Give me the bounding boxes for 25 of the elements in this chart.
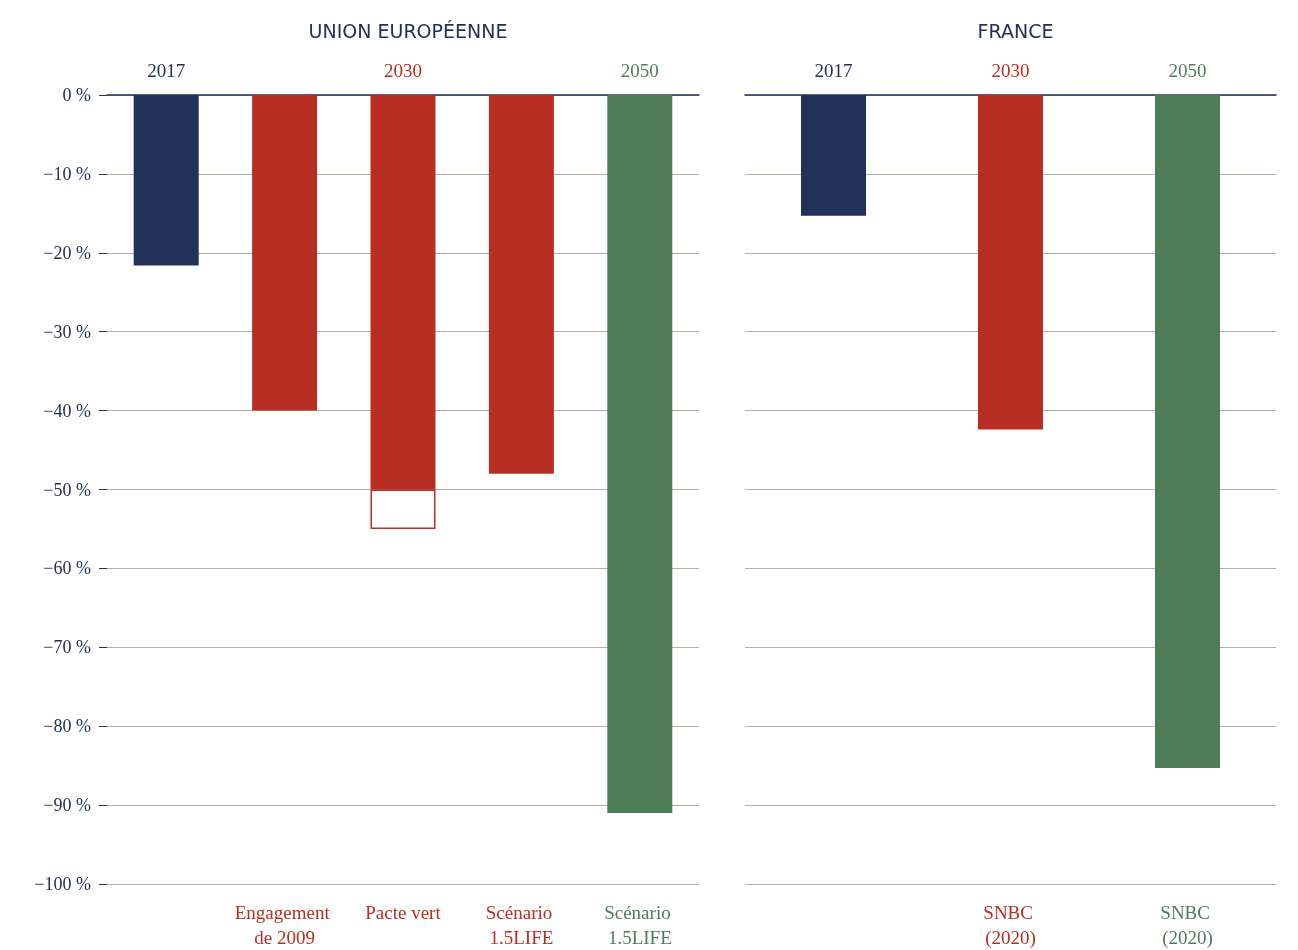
text: 2050 <box>1168 59 1207 81</box>
y-tick-label: −60 % <box>43 558 91 579</box>
x-tick-label: SNBC (2020) <box>1160 902 1215 949</box>
x-tick-label: Engagement de 2009 <box>234 902 335 948</box>
text: 2030 <box>991 59 1030 81</box>
y-tick-label: −30 % <box>43 321 91 342</box>
x-tick-label: SNBC (2020) <box>983 902 1038 949</box>
y-tick-label: −20 % <box>43 242 91 263</box>
y-tick-label: −100 % <box>34 874 91 894</box>
chart-title: FRANCE <box>977 19 1054 42</box>
y-tick-label: −40 % <box>43 400 91 421</box>
text: 2017 <box>814 59 853 81</box>
y-tick-label: −90 % <box>43 795 91 816</box>
text: 2050 <box>620 59 659 81</box>
y-tick-label: 0 % <box>62 85 91 105</box>
x-tick-label: Scénario 1.5LIFE <box>485 902 558 948</box>
x-tick-label: Pacte vert <box>365 902 442 923</box>
text: 2030 <box>384 59 422 81</box>
y-tick-label: −70 % <box>43 637 91 658</box>
x-tick-label: Scénario 1.5LIFE <box>604 902 676 948</box>
chart-title: UNION EUROPÉENNE <box>308 19 508 42</box>
y-tick-label: −10 % <box>43 163 91 184</box>
y-tick-label: −50 % <box>43 479 91 500</box>
text: 2017 <box>147 59 186 81</box>
y-tick-label: −80 % <box>43 716 91 737</box>
